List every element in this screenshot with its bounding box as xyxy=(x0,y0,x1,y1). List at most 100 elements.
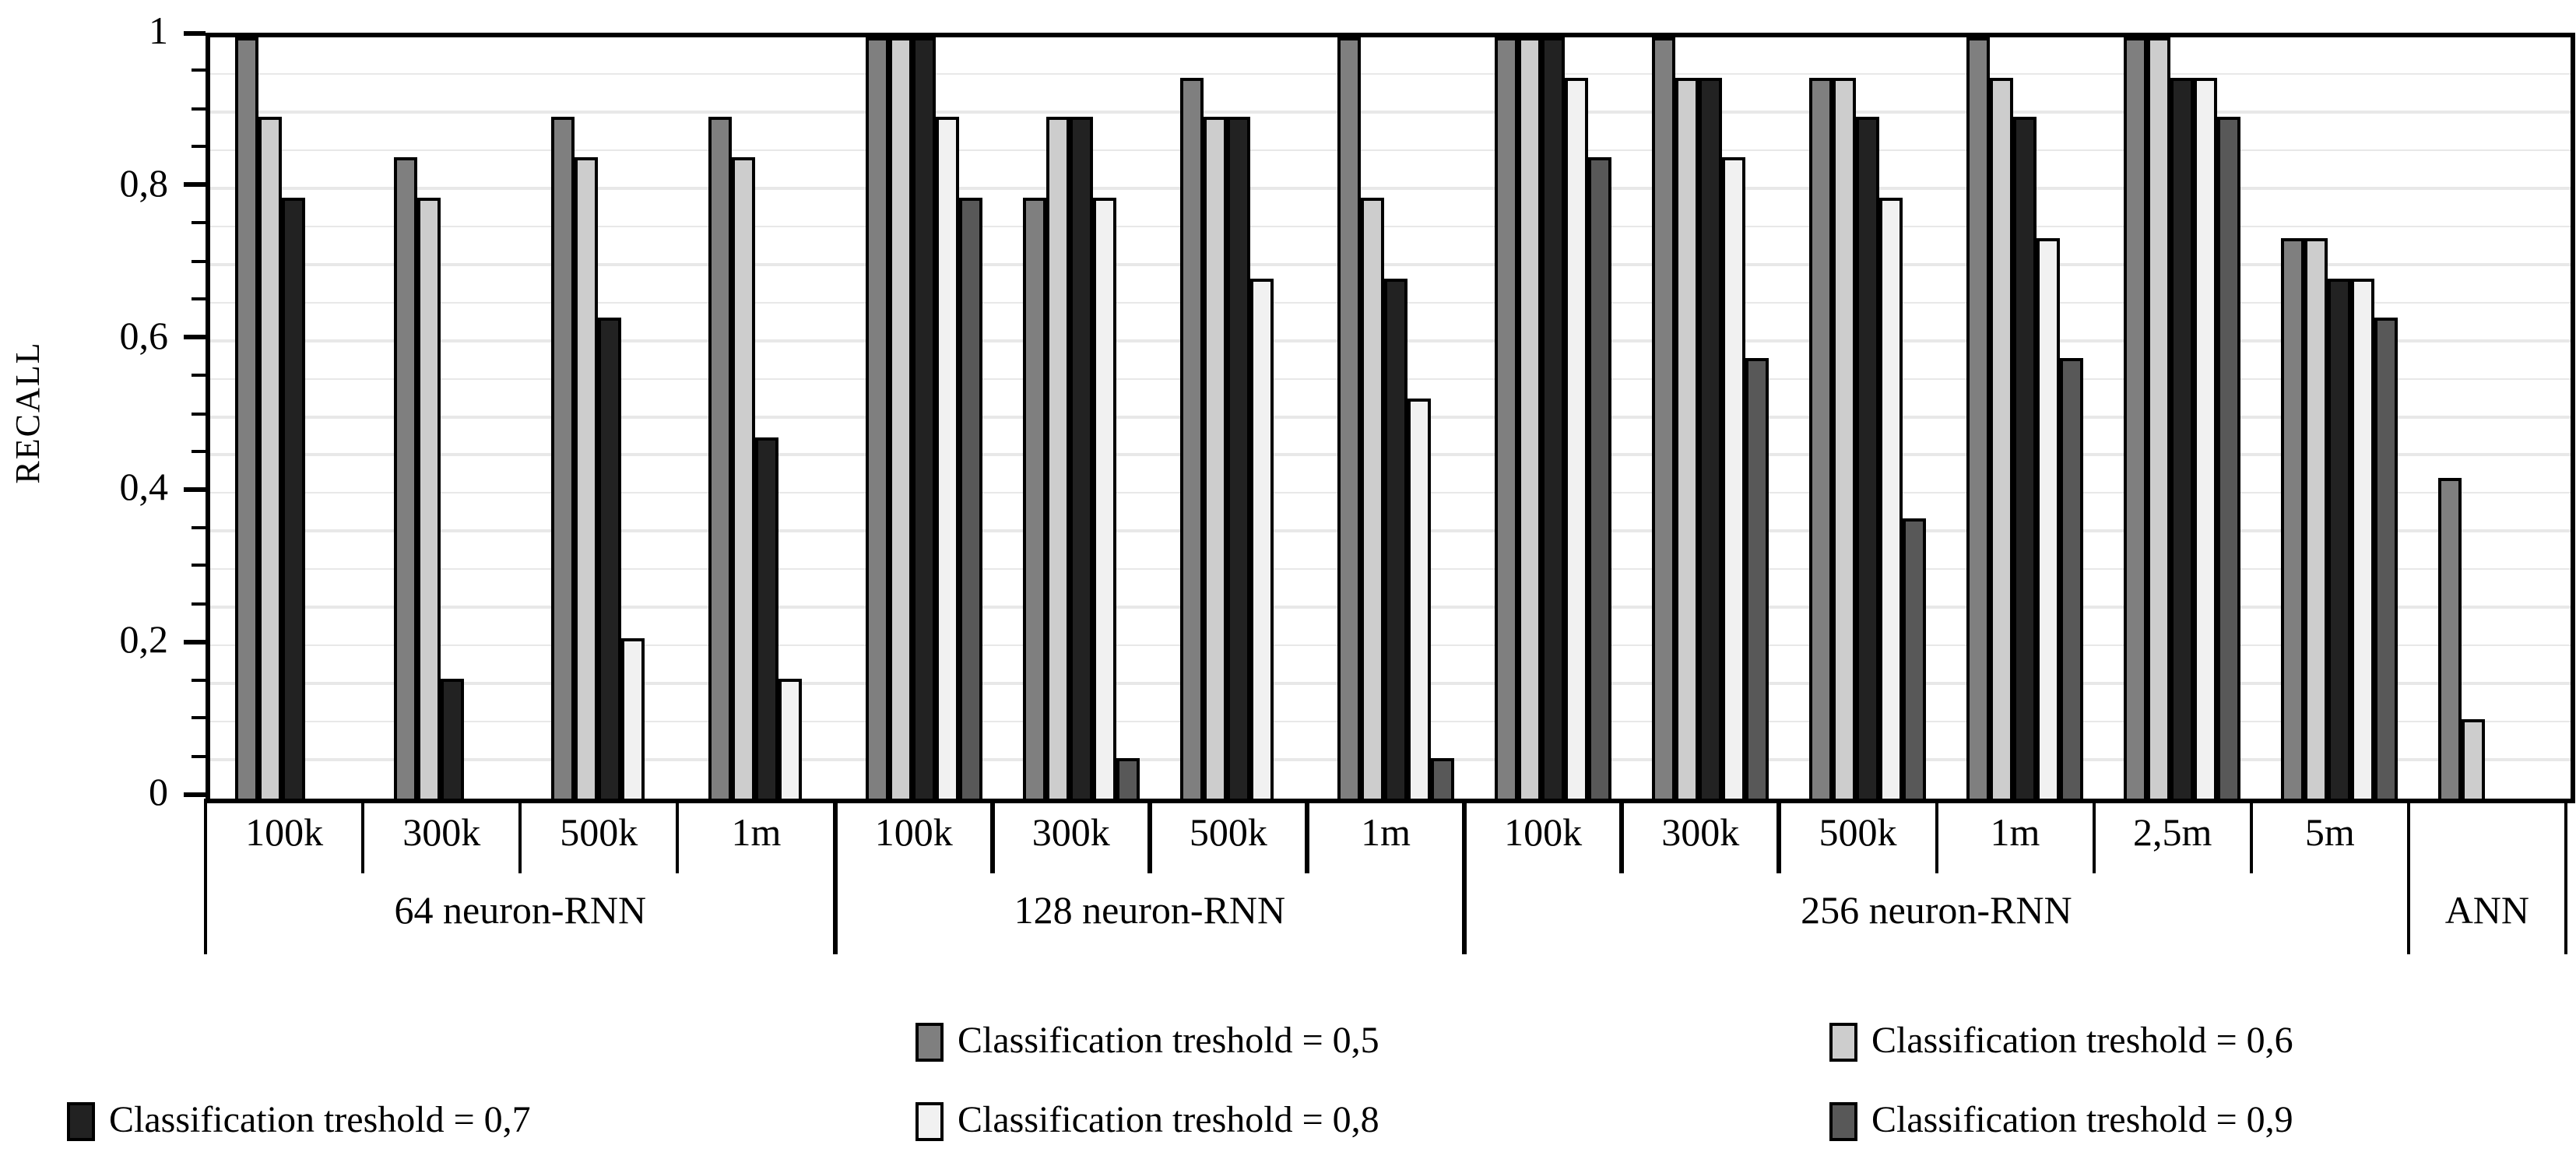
bar-300k-t07 xyxy=(1699,77,1723,799)
legend-swatch-t09 xyxy=(1829,1101,1857,1140)
bar-1m-t07 xyxy=(754,437,778,799)
legend-item-t08: Classification treshold = 0,8 xyxy=(915,1098,1379,1144)
bar-500k-t05 xyxy=(550,117,575,799)
bar-100k-t07 xyxy=(282,198,306,799)
y-minor-tick xyxy=(192,374,206,378)
size-separator xyxy=(360,799,365,873)
y-major-tick xyxy=(184,792,206,796)
bar-300k-t06 xyxy=(1675,77,1699,799)
legend-item-t05: Classification treshold = 0,5 xyxy=(915,1018,1379,1065)
size-label-100k: 100k xyxy=(1504,813,1583,855)
bar-100k-t07 xyxy=(1541,37,1565,799)
bar-1m-t06 xyxy=(1990,77,2014,799)
group-separator xyxy=(2406,799,2411,954)
gridline xyxy=(210,187,2571,190)
legend-swatch-t06 xyxy=(1829,1022,1857,1061)
size-label-300k: 300k xyxy=(1661,813,1740,855)
bar-300k-t06 xyxy=(416,198,441,799)
size-label-2,5m: 2,5m xyxy=(2132,813,2212,855)
size-separator xyxy=(1305,799,1309,873)
legend-item-t06: Classification treshold = 0,6 xyxy=(1829,1018,2293,1065)
plot-area xyxy=(206,33,2575,803)
y-tick-label: 0,8 xyxy=(119,163,169,205)
size-label-500k: 500k xyxy=(560,813,638,855)
bar-2,5m-t07 xyxy=(2170,77,2195,799)
legend-label-t05: Classification treshold = 0,5 xyxy=(958,1020,1379,1061)
bar-300k-t06 xyxy=(1046,117,1070,799)
bar-group-1m xyxy=(1312,37,1469,799)
bar-300k-t05 xyxy=(393,157,417,799)
gridline xyxy=(210,111,2571,114)
group-separator xyxy=(203,799,208,954)
bar-2,5m-t06 xyxy=(2147,37,2171,799)
bar-300k-t09 xyxy=(1745,357,1769,799)
bar-5m-t09 xyxy=(2374,317,2399,799)
size-separator xyxy=(1935,799,1938,873)
bar-500k-t08 xyxy=(1879,198,1903,799)
group-label-128-neuron-RNN: 128 neuron-RNN xyxy=(1014,890,1286,932)
bar-500k-t09 xyxy=(1903,518,1927,799)
legend-label-t08: Classification treshold = 0,8 xyxy=(958,1100,1379,1140)
bar-group-500k xyxy=(1154,37,1312,799)
bar-100k-t09 xyxy=(1588,157,1611,799)
y-minor-tick xyxy=(192,297,206,301)
y-axis-title: RECALL xyxy=(8,341,47,484)
size-label-1m: 1m xyxy=(1361,813,1411,855)
bar-1m-t05 xyxy=(708,117,732,799)
bar-500k-t06 xyxy=(574,157,598,799)
group-separator xyxy=(833,799,837,954)
bar-5m-t08 xyxy=(2351,278,2375,799)
y-minor-tick xyxy=(192,259,206,263)
bar-1m-t09 xyxy=(1430,758,1454,799)
bar-column-layer xyxy=(210,37,2571,799)
bar-group-1m xyxy=(682,37,839,799)
bar-500k-t05 xyxy=(1809,77,1833,799)
bar-100k-t06 xyxy=(888,37,912,799)
y-minor-tick xyxy=(192,450,206,453)
size-label-5m: 5m xyxy=(2304,813,2355,855)
y-minor-tick xyxy=(192,525,206,529)
size-label-100k: 100k xyxy=(245,813,324,855)
y-tick-label: 0 xyxy=(149,772,168,814)
bar-100k-t05 xyxy=(865,37,889,799)
y-tick-label: 0,2 xyxy=(119,620,169,662)
legend-item-t07: Classification treshold = 0,7 xyxy=(67,1098,531,1144)
bar-1m-t07 xyxy=(1383,278,1407,799)
y-minor-tick xyxy=(192,107,206,111)
bar-group-500k xyxy=(525,37,682,799)
group-label-ANN: ANN xyxy=(2444,890,2530,932)
y-major-tick xyxy=(184,30,206,35)
y-minor-tick xyxy=(192,221,206,225)
bar-300k-t08 xyxy=(1722,157,1746,799)
bar-group-100k xyxy=(210,37,367,799)
gridline xyxy=(210,149,2571,152)
bar-1m-t09 xyxy=(2060,357,2084,799)
bar-group-300k xyxy=(1626,37,1784,799)
bar-300k-t07 xyxy=(1069,117,1093,799)
bar-300k-t05 xyxy=(1652,37,1676,799)
legend-swatch-t07 xyxy=(67,1101,95,1140)
bar-group-100k xyxy=(840,37,997,799)
bar-1m-t05 xyxy=(1337,37,1361,799)
bar-group-300k xyxy=(997,37,1154,799)
gridline xyxy=(210,72,2571,76)
gridline xyxy=(210,225,2571,228)
y-major-tick xyxy=(184,486,206,492)
bar-1m-t07 xyxy=(2013,117,2037,799)
size-separator xyxy=(1776,799,1781,873)
bar-300k-t09 xyxy=(1116,758,1140,799)
bar-1m-t08 xyxy=(778,678,802,799)
group-separator xyxy=(2564,799,2568,954)
y-minor-tick xyxy=(192,754,206,757)
bar-group-1m xyxy=(1941,37,2098,799)
legend-swatch-t08 xyxy=(915,1101,944,1140)
bar-1m-t06 xyxy=(1360,198,1384,799)
gridline xyxy=(210,263,2571,266)
bar-1m-t05 xyxy=(1966,37,1991,799)
bar-2,5m-t09 xyxy=(2217,117,2241,799)
size-label-500k: 500k xyxy=(1189,813,1267,855)
bar-100k-t08 xyxy=(935,117,959,799)
bar-1m-t08 xyxy=(2037,237,2061,799)
y-tick-label: 0,4 xyxy=(119,467,169,510)
